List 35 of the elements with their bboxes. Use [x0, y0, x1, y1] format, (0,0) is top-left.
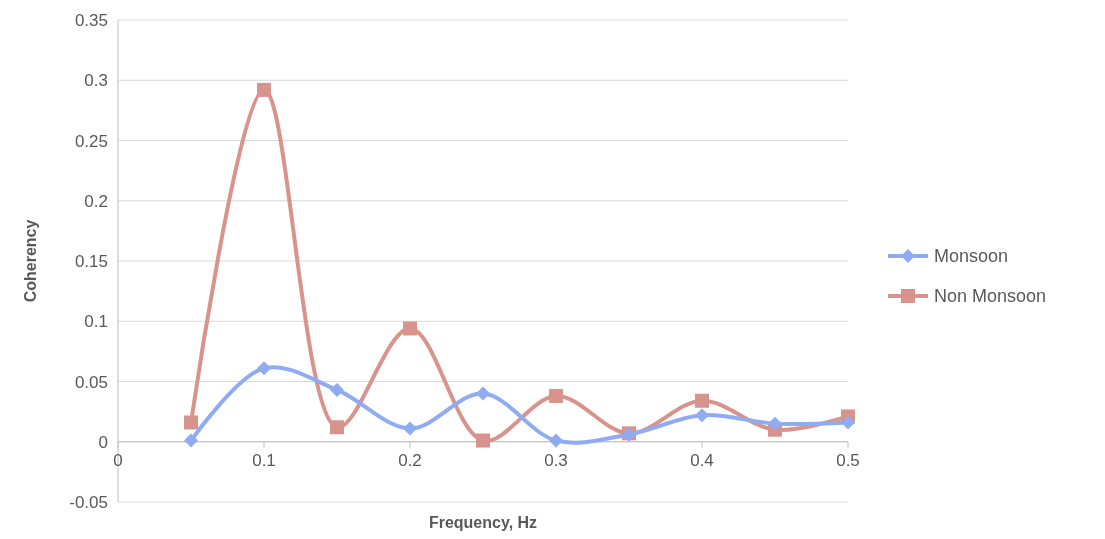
point	[841, 415, 855, 430]
y-tick-label: 0.2	[84, 191, 108, 211]
x-tick-label: 0.5	[836, 450, 860, 470]
x-tick-label: 0.2	[398, 450, 422, 470]
y-tick-label: 0.35	[74, 11, 108, 30]
point	[549, 388, 563, 403]
point	[184, 415, 198, 430]
x-tick-label: 0.4	[690, 450, 714, 470]
y-tick-label: 0.1	[84, 312, 108, 332]
point	[330, 382, 344, 397]
point	[184, 433, 198, 448]
point	[476, 386, 490, 401]
y-tick-label: -0.05	[69, 493, 108, 512]
point	[257, 82, 271, 97]
y-tick-label: 0.3	[84, 71, 108, 91]
legend-label: Monsoon	[934, 246, 1009, 266]
point	[549, 433, 563, 448]
point	[257, 361, 271, 376]
point	[330, 420, 344, 435]
x-tick-label: 0.3	[544, 450, 568, 470]
point	[403, 421, 417, 436]
legend-label: Non Monsoon	[934, 286, 1047, 306]
point	[695, 393, 709, 408]
point	[695, 408, 709, 423]
x-tick-label: 0.1	[252, 450, 276, 470]
y-axis-title: Coherency	[22, 219, 39, 303]
y-tick-label: 0	[98, 432, 108, 452]
point	[403, 321, 417, 336]
y-tick-label: 0.05	[74, 372, 108, 392]
point	[768, 416, 782, 431]
y-tick-label: 0.15	[74, 252, 108, 271]
y-tick-label: 0.25	[74, 131, 108, 151]
point	[476, 433, 490, 448]
x-tick-label: 0	[113, 450, 123, 470]
x-axis-title: Frequency, Hz	[428, 514, 538, 531]
